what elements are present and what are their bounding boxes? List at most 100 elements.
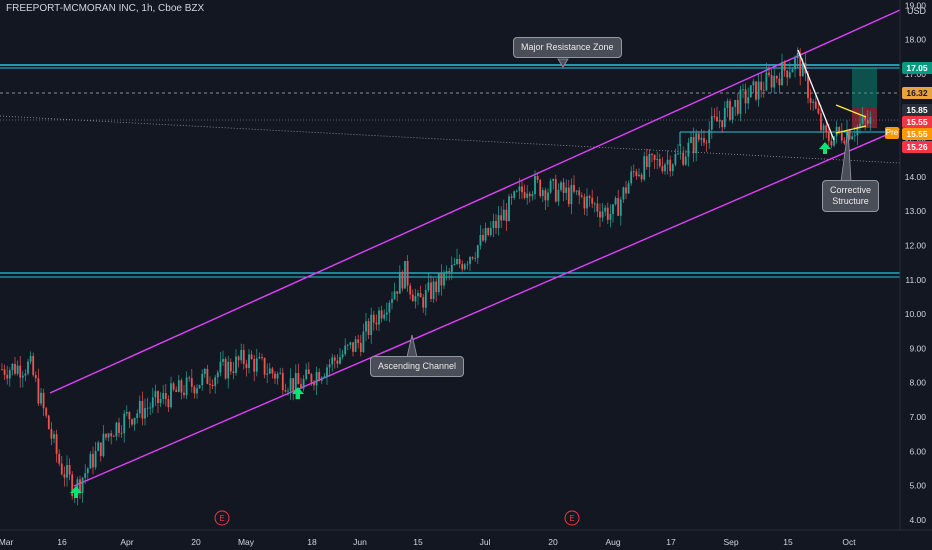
candle-body: [723, 107, 726, 128]
candle-body: [788, 72, 791, 78]
x-tick-label: Oct: [842, 537, 856, 547]
candle-body: [705, 142, 708, 144]
candle-body: [237, 356, 240, 361]
candle-body: [469, 257, 471, 264]
candle-body: [344, 345, 347, 355]
corrective-callout-line1: Corrective: [830, 185, 872, 195]
candle-body: [739, 89, 742, 114]
candle-body: [765, 72, 768, 91]
candle-body: [115, 422, 118, 437]
candle-body: [307, 369, 310, 375]
candle-body: [289, 378, 292, 391]
candle-body: [29, 355, 32, 362]
candle-body: [632, 171, 635, 173]
candle-body: [261, 357, 263, 358]
candle-body: [131, 419, 133, 425]
candle-body: [807, 73, 809, 99]
candle-body: [648, 153, 651, 168]
resistance-callout[interactable]: Major Resistance Zone: [513, 37, 622, 58]
candlestick-series: [1, 47, 872, 506]
candle-body: [16, 365, 19, 374]
candle-body: [242, 349, 245, 364]
candle-body: [328, 364, 331, 368]
candle-body: [531, 194, 534, 197]
candle-body: [710, 116, 713, 130]
candle-body: [786, 70, 789, 78]
candle-body: [840, 131, 843, 141]
candle-body: [601, 211, 604, 218]
price-tag-15-85: 15.85: [902, 104, 932, 116]
candle-body: [495, 221, 497, 229]
candle-body: [391, 299, 393, 303]
candle-body: [814, 101, 817, 109]
candle-body: [146, 407, 149, 409]
candle-body: [352, 342, 354, 352]
candle-body: [630, 171, 633, 184]
x-tick-label: 16: [57, 537, 67, 547]
candle-body: [248, 354, 250, 368]
candle-body: [500, 215, 503, 221]
candle-body: [666, 159, 669, 165]
candle-body: [86, 468, 89, 474]
candle-body: [541, 190, 544, 197]
candle-body: [331, 357, 334, 365]
candle-body: [713, 116, 716, 117]
candle-body: [458, 259, 461, 265]
x-tick-label: Sep: [723, 537, 738, 547]
candle-body: [768, 72, 770, 76]
candle-body: [229, 361, 232, 372]
candle-body: [81, 477, 84, 493]
candle-body: [271, 368, 274, 374]
drop-trendline: [797, 49, 835, 141]
corrective-callout[interactable]: Corrective Structure: [822, 180, 880, 212]
candle-body: [731, 106, 734, 120]
candle-body: [300, 384, 302, 389]
candle-body: [34, 375, 37, 379]
candle-body: [141, 400, 144, 419]
candle-body: [365, 321, 367, 332]
candle-body: [97, 442, 100, 451]
candle-body: [487, 228, 490, 235]
candle-body: [645, 156, 648, 168]
long-trendline: [0, 115, 901, 164]
candle-body: [42, 392, 45, 409]
pattern-upper: [835, 104, 867, 118]
candle-body: [240, 349, 243, 361]
candle-body: [656, 158, 659, 160]
candle-body: [6, 374, 9, 379]
candle-body: [443, 272, 445, 286]
earnings-marker[interactable]: E: [564, 510, 580, 526]
candle-body: [450, 264, 453, 273]
candle-body: [547, 192, 549, 201]
candle-body: [375, 322, 378, 325]
candle-body: [479, 234, 482, 246]
candle-body: [596, 203, 599, 212]
candle-body: [573, 184, 575, 192]
candle-body: [697, 133, 700, 140]
candle-body: [432, 281, 435, 299]
price-tag-15-26: 15.26: [902, 141, 932, 153]
earnings-marker[interactable]: E: [214, 510, 230, 526]
candle-body: [120, 432, 123, 434]
candle-body: [791, 69, 794, 73]
candle-body: [274, 373, 276, 379]
candle-body: [718, 120, 721, 122]
x-tick-label: 20: [191, 537, 201, 547]
candle-body: [622, 187, 625, 200]
channel-callout[interactable]: Ascending Channel: [370, 356, 465, 377]
candle-body: [708, 129, 711, 144]
candle-body: [523, 192, 526, 198]
candle-body: [518, 186, 521, 191]
price-tag-16-32: 16.32: [902, 87, 932, 99]
candle-body: [385, 312, 388, 315]
candle-body: [206, 368, 209, 384]
candle-body: [323, 376, 326, 378]
candle-body: [302, 378, 305, 389]
candle-body: [794, 58, 796, 70]
candle-body: [60, 463, 63, 475]
candle-body: [833, 136, 835, 146]
candle-body: [861, 116, 864, 124]
candle-body: [89, 453, 92, 469]
y-tick-label: 4.00: [909, 515, 926, 525]
